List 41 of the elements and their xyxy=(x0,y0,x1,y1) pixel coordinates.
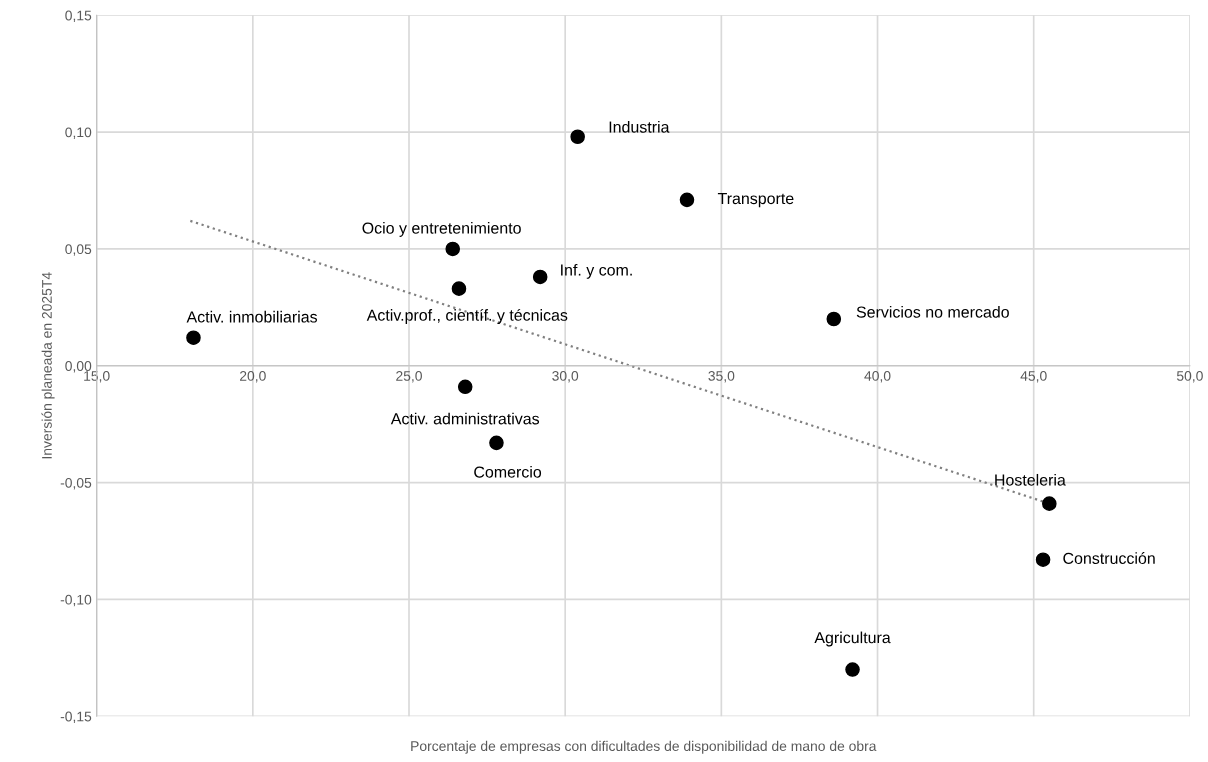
x-tick-label: 45,0 xyxy=(1020,370,1047,383)
annotation: Agricultura xyxy=(814,631,891,647)
annotation: Activ. administrativas xyxy=(390,412,540,425)
annotation: Hosteleria xyxy=(995,473,1066,486)
y-tick-label: -0,10 xyxy=(60,594,92,607)
point xyxy=(489,435,504,451)
y-tick-label: 0,05 xyxy=(65,244,92,256)
annotation: Inf. y com. xyxy=(561,263,632,279)
annotation: Activ. inmobiliarias xyxy=(186,310,318,323)
annotation: Transporte xyxy=(717,192,794,208)
annotation: Construcción xyxy=(1063,552,1155,564)
annotation: Activ.prof., científ. y técnicas xyxy=(366,308,568,324)
point xyxy=(186,330,201,346)
point xyxy=(451,281,467,296)
point xyxy=(845,662,860,677)
x-tick-label: 15,0 xyxy=(84,370,110,383)
x-axis-title: Porcentaje de empresas con dificultades de disponibilidad de mano de obra xyxy=(411,740,877,754)
x-tick-label: 50,0 xyxy=(1176,370,1203,383)
annotation: Industria xyxy=(609,120,670,133)
y-tick-label: 0,15 xyxy=(65,10,92,23)
point xyxy=(679,192,695,208)
x-tick-label: 25,0 xyxy=(396,370,422,383)
y-tick-label: -0,05 xyxy=(60,477,92,490)
annotation: Comercio xyxy=(474,465,542,478)
y-tick-label: -0,15 xyxy=(60,711,92,724)
point xyxy=(826,311,842,327)
x-tick-label: 40,0 xyxy=(864,370,891,383)
x-tick-label: 35,0 xyxy=(708,370,735,383)
x-tick-label: 30,0 xyxy=(552,370,579,383)
y-axis-title: Inversión planeada en 2025T4 xyxy=(41,272,55,459)
x-tick-label: 20,0 xyxy=(240,370,266,383)
point xyxy=(532,269,548,285)
point xyxy=(445,241,461,257)
point xyxy=(1042,496,1057,511)
annotation: Ocio y entretenimiento xyxy=(362,222,521,237)
point xyxy=(1035,552,1051,567)
point xyxy=(457,379,473,395)
y-tick-label: 0,00 xyxy=(65,361,92,373)
y-tick-label: 0,10 xyxy=(65,127,92,139)
annotation: Servicios no mercado xyxy=(856,306,1009,318)
point xyxy=(570,129,585,145)
